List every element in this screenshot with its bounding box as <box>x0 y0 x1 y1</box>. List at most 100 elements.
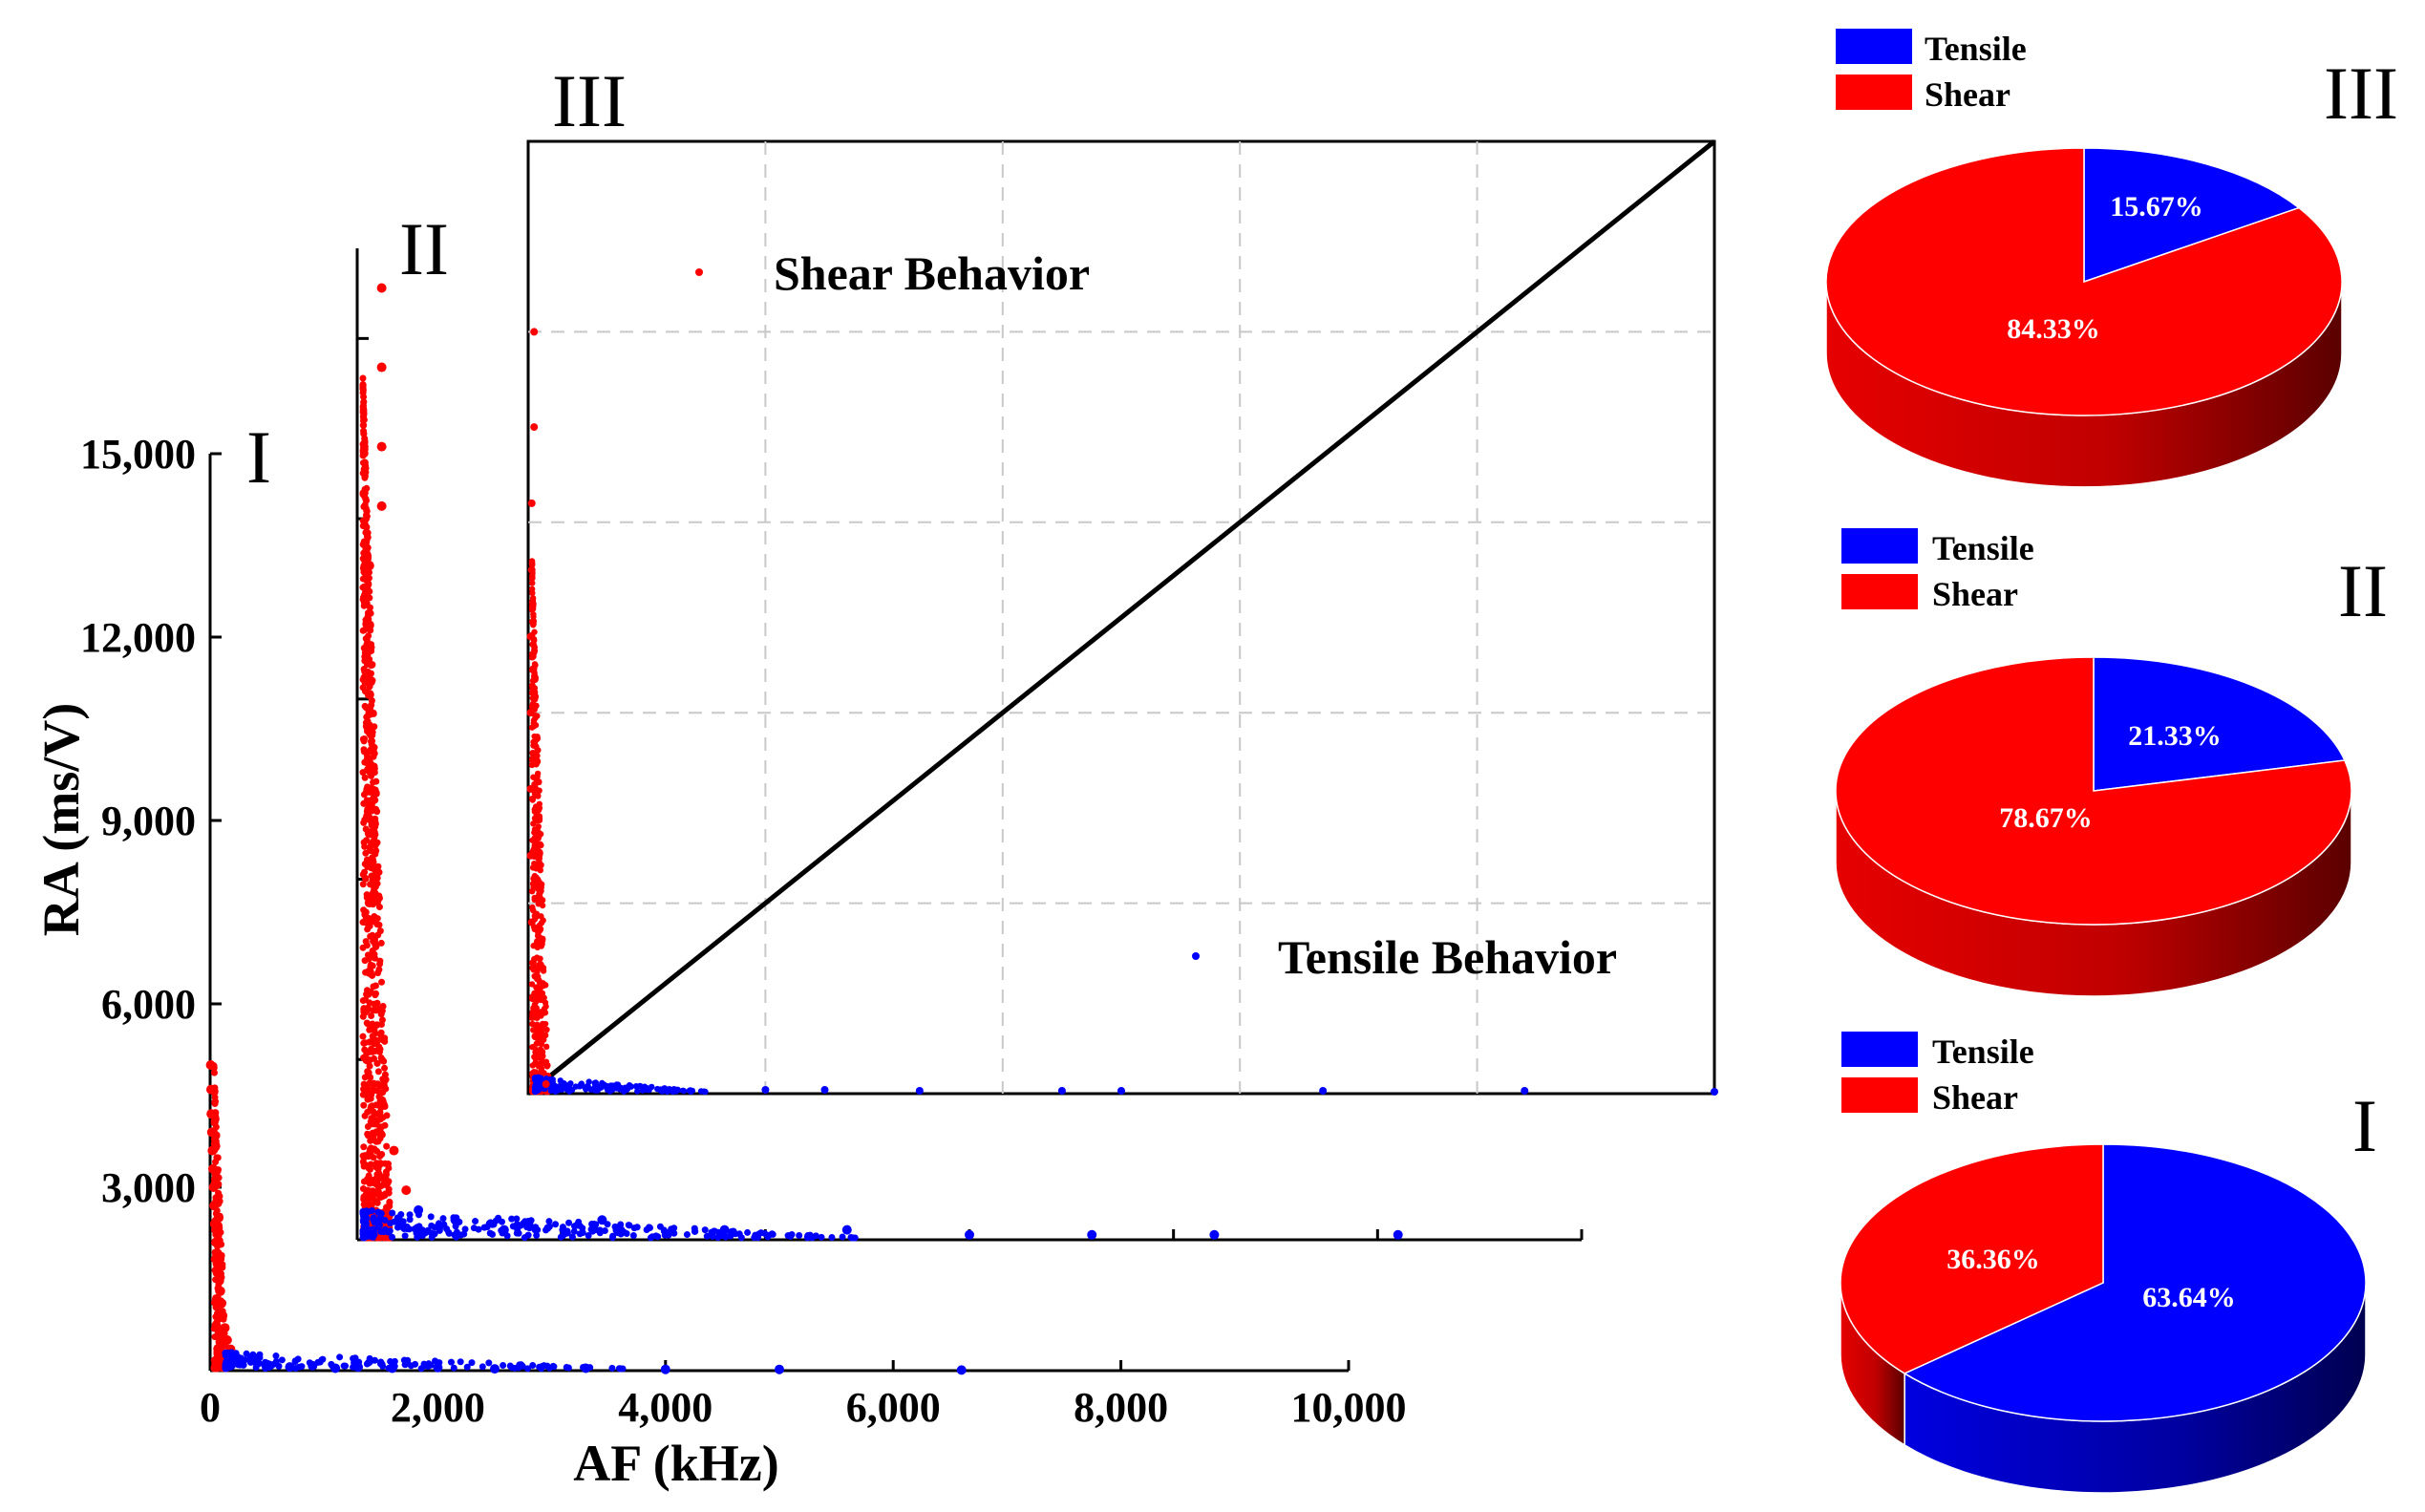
panel-iii-grid <box>528 141 1714 1094</box>
y-axis-title: RA (ms/V) <box>32 703 90 936</box>
shear-point <box>369 1102 376 1110</box>
tensile-point <box>761 1086 770 1095</box>
tensile-point <box>564 1364 572 1372</box>
shear-point <box>374 1068 382 1075</box>
tensile-point <box>401 1232 409 1240</box>
shear-point <box>212 1325 220 1332</box>
shear-point <box>364 863 372 871</box>
tensile-point <box>508 1215 516 1223</box>
tensile-point <box>683 1231 691 1239</box>
tensile-point <box>400 1225 408 1233</box>
shear-point <box>364 1130 372 1138</box>
shear-point <box>370 1087 377 1095</box>
tensile-point <box>659 1088 666 1095</box>
tensile-point <box>278 1356 286 1364</box>
pie-i-legend-tensile-swatch <box>1841 1032 1918 1067</box>
shear-point <box>361 957 369 965</box>
shear-point <box>366 608 373 616</box>
shear-point <box>370 1079 377 1087</box>
tensile-point <box>394 1217 402 1225</box>
shear-point <box>533 776 541 783</box>
shear-point <box>533 761 540 768</box>
shear-point <box>530 620 537 628</box>
tensile-point <box>568 1233 576 1241</box>
shear-point <box>210 1119 218 1127</box>
tensile-point <box>391 1362 398 1370</box>
tensile-point <box>486 1229 494 1237</box>
shear-point <box>385 1185 393 1193</box>
tensile-point <box>381 1216 389 1224</box>
shear-point <box>535 823 542 830</box>
shear-point <box>361 517 369 524</box>
tensile-point <box>375 1219 383 1226</box>
shear-point <box>212 1169 220 1177</box>
tensile-point <box>586 1364 594 1372</box>
tensile-point <box>557 1233 564 1241</box>
shear-point <box>530 423 539 432</box>
tensile-point <box>319 1355 327 1363</box>
shear-point <box>360 408 368 415</box>
shear-point <box>376 960 384 968</box>
shear-point <box>534 969 541 975</box>
tensile-point <box>611 1223 619 1230</box>
shear-point <box>531 1054 538 1060</box>
shear-point <box>533 788 540 795</box>
tensile-point <box>342 1362 350 1370</box>
shear-point <box>376 1153 384 1161</box>
shear-point <box>536 848 542 855</box>
shear-slice <box>1825 147 2343 416</box>
tensile-point <box>531 1226 539 1234</box>
shear-point <box>210 1256 218 1264</box>
shear-point <box>215 1241 223 1248</box>
shear-point <box>381 1160 389 1167</box>
shear-point <box>364 1096 372 1103</box>
shear-point <box>364 561 374 571</box>
tensile-point <box>660 1226 668 1234</box>
tensile-point <box>447 1358 455 1366</box>
shear-point <box>376 500 387 511</box>
tensile-point <box>414 1204 424 1215</box>
tensile-point <box>575 1218 583 1225</box>
tensile-point <box>719 1225 730 1235</box>
tensile-point <box>691 1227 699 1235</box>
y-tick-label: 15,000 <box>80 431 196 478</box>
tensile-point <box>590 1220 598 1227</box>
shear-point <box>530 328 539 336</box>
shear-point <box>361 1074 369 1081</box>
shear-point <box>382 1085 390 1093</box>
tensile-point <box>1209 1229 1220 1240</box>
shear-point <box>372 777 380 785</box>
shear-point <box>371 1036 381 1047</box>
shear-point <box>362 849 370 857</box>
shear-point <box>362 704 370 712</box>
tensile-point <box>262 1365 269 1373</box>
tensile-point <box>1711 1088 1718 1097</box>
pie-ii-legend-tensile-swatch <box>1841 528 1918 564</box>
tensile-point <box>775 1364 784 1374</box>
tensile-point <box>538 1075 544 1081</box>
shear-point <box>364 668 372 675</box>
tensile-point <box>785 1232 793 1240</box>
tensile-point <box>660 1364 670 1374</box>
shear-point <box>372 1119 380 1127</box>
shear-point <box>367 1144 374 1152</box>
tensile-point <box>377 1210 385 1218</box>
shear-point <box>529 597 537 605</box>
tensile-point <box>703 1232 711 1240</box>
pie-iii-legend-tensile: Tensile <box>1925 30 2027 68</box>
shear-point <box>214 1305 222 1312</box>
shear-point <box>378 978 386 986</box>
tensile-point <box>652 1232 660 1240</box>
shear-point <box>360 1101 368 1109</box>
shear-point <box>401 1185 412 1196</box>
x-axis-title: AF (kHz) <box>573 1435 778 1492</box>
shear-point <box>213 1154 221 1161</box>
shear-point <box>533 1040 540 1047</box>
shear-point <box>536 1061 544 1070</box>
x-tick-label: 2,000 <box>391 1384 485 1431</box>
shear-point <box>368 801 375 809</box>
shear-behavior-label: Shear Behavior <box>774 246 1090 300</box>
x-tick-label: 0 <box>200 1384 221 1431</box>
shear-point <box>364 690 374 700</box>
tensile-point <box>599 1082 606 1090</box>
